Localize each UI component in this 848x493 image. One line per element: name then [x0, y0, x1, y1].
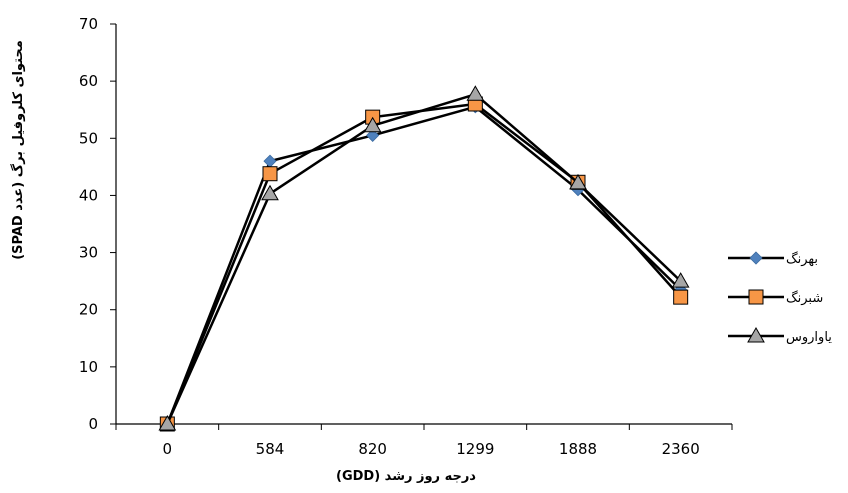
- series-line: [166, 105, 682, 425]
- data-point: [262, 166, 278, 182]
- data-point: [261, 184, 279, 201]
- series-layer: [158, 85, 690, 432]
- series-1: [160, 100, 688, 431]
- y-tick-label: 30: [79, 244, 98, 262]
- data-point: [363, 116, 382, 133]
- legend-item-2: شبرنگ: [728, 289, 823, 306]
- data-point: [158, 414, 177, 431]
- y-tick-label: 20: [79, 301, 98, 319]
- data-point: [263, 154, 277, 168]
- legend-marker: [747, 326, 765, 343]
- x-tick-label: 1888: [559, 440, 597, 458]
- data-point: [569, 173, 587, 190]
- legend-marker: [748, 289, 764, 305]
- x-axis-title: درجه روز رشد (GDD): [336, 469, 476, 484]
- x-tick-label: 0: [163, 440, 173, 458]
- x-tick-label: 2360: [662, 440, 700, 458]
- legend-label: شبرنگ: [786, 290, 823, 306]
- data-point: [673, 289, 689, 305]
- legend: بهرنگ شبرنگ یاواروس: [728, 251, 832, 345]
- y-axis-title: محتوای کلروفیل برگ (عدد SPAD): [9, 40, 26, 260]
- axes: 0 10 20 30 40 50 60 70 0 584 820 1299 1888 2360: [79, 15, 733, 458]
- data-point: [671, 272, 690, 288]
- y-tick-label: 0: [88, 415, 98, 433]
- x-tick-label: 584: [256, 440, 285, 458]
- x-tick-label: 820: [358, 440, 387, 458]
- series-line: [166, 93, 682, 425]
- series-line: [166, 102, 682, 425]
- legend-label: بهرنگ: [786, 251, 818, 267]
- legend-marker: [749, 251, 763, 265]
- data-point: [466, 85, 485, 101]
- y-tick-label: 10: [79, 358, 98, 376]
- y-tick-label: 40: [79, 186, 98, 204]
- y-tick-label: 70: [79, 15, 98, 33]
- series-3: [158, 85, 690, 431]
- legend-item-1: بهرنگ: [728, 251, 818, 267]
- legend-label: یاواروس: [786, 330, 832, 345]
- data-point: [366, 128, 380, 142]
- y-tick-label: 50: [79, 129, 98, 147]
- x-tick-label: 1299: [456, 440, 494, 458]
- legend-item-3: یاواروس: [728, 326, 832, 345]
- y-tick-label: 60: [79, 72, 98, 90]
